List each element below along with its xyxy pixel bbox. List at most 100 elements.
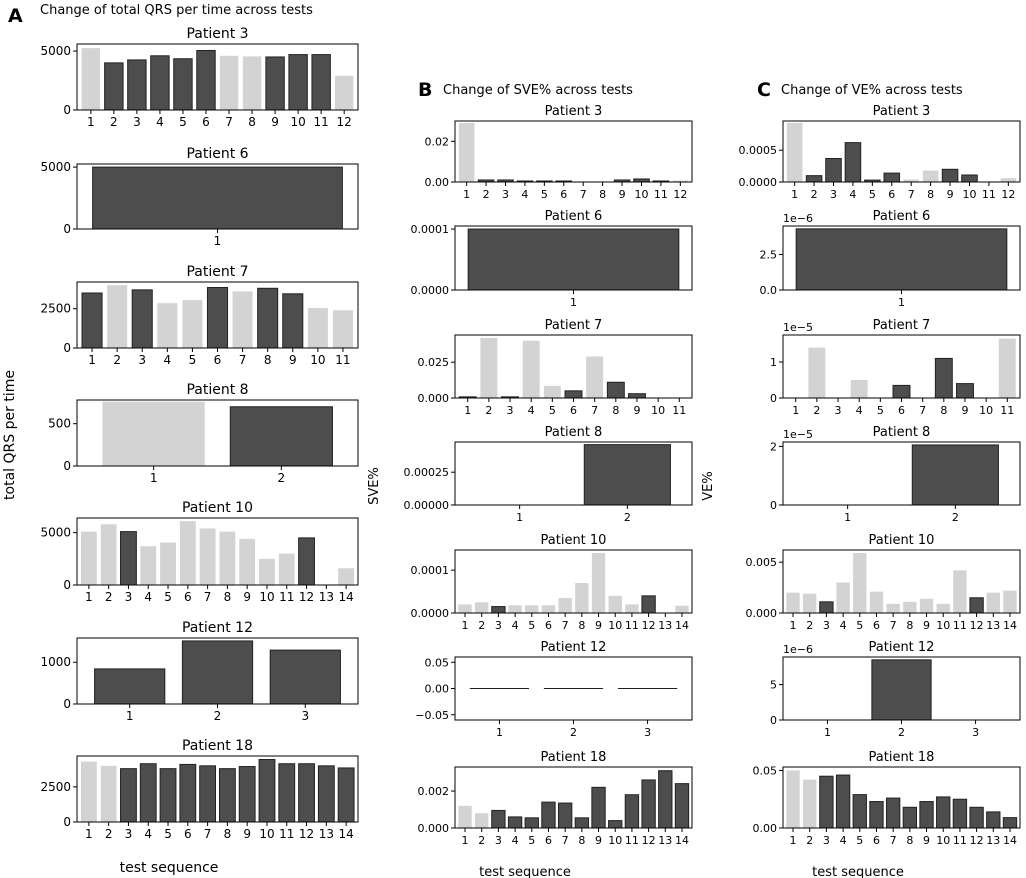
bar xyxy=(508,605,522,613)
x-tick-label: 9 xyxy=(633,404,640,417)
y-tick-label: 0.025 xyxy=(418,356,450,369)
x-tick-label: 4 xyxy=(521,188,528,201)
bar xyxy=(196,49,216,111)
bar xyxy=(199,765,217,823)
x-tick-label: 4 xyxy=(849,188,856,201)
bar xyxy=(80,531,97,585)
x-tick-label: 11 xyxy=(625,834,639,847)
bar xyxy=(934,357,953,399)
bar xyxy=(674,783,690,829)
plot-frame xyxy=(782,441,1021,506)
x-tick-label: 10 xyxy=(634,188,648,201)
x-tick-label: 4 xyxy=(856,404,863,417)
x-tick-label: 7 xyxy=(239,353,247,367)
bar xyxy=(181,640,254,705)
x-tick-label: 6 xyxy=(184,590,192,604)
x-tick-label: 5 xyxy=(877,404,884,417)
y-tick-label: 0.005 xyxy=(746,556,778,569)
x-tick-label: 7 xyxy=(580,188,587,201)
bar xyxy=(819,775,834,829)
chart-a-patient-6: Patient 6 0 5000 1 xyxy=(40,146,359,248)
bar xyxy=(803,593,817,613)
chart-b-patient-3: Patient 30.000.021 2 3 4 5 6 7 8 9 10 11 12 xyxy=(425,104,693,201)
axis-scale-label: 1e−5 xyxy=(783,321,813,334)
chart-b-patient-12: Patient 12 −0.05 0.00 0.05 1 2 3 xyxy=(415,640,693,739)
x-tick-label: 4 xyxy=(512,834,519,847)
bar xyxy=(218,768,236,823)
x-tick-label: 5 xyxy=(549,404,556,417)
x-tick-label: 8 xyxy=(224,590,232,604)
x-tick-label: 2 xyxy=(105,590,113,604)
x-tick-label: 5 xyxy=(856,619,863,632)
bar xyxy=(337,767,355,823)
chart-title: Patient 12 xyxy=(541,640,607,655)
chart-c-patient-18: Patient 180.000.051 2 3 4 5 6 7 8 9 10 11 12 13 14 xyxy=(753,750,1021,847)
x-tick-label: 6 xyxy=(570,404,577,417)
bar xyxy=(265,56,285,111)
x-tick-label: 12 xyxy=(299,590,314,604)
chart-title: Patient 10 xyxy=(869,533,935,548)
bar xyxy=(844,142,862,183)
x-tick-label: 13 xyxy=(658,619,672,632)
x-tick-label: 11 xyxy=(279,827,294,841)
bar xyxy=(100,524,117,585)
bar xyxy=(850,380,868,398)
bar xyxy=(922,170,939,182)
bar xyxy=(298,763,315,823)
bar xyxy=(157,303,178,348)
chart-a-patient-8: Patient 8 0 500 1 2 xyxy=(48,382,359,485)
x-tick-label: 7 xyxy=(591,404,598,417)
bar xyxy=(853,553,867,613)
y-tick-label: 2500 xyxy=(40,302,71,316)
axis-scale-label: 1e−6 xyxy=(783,643,813,656)
x-tick-label: 2 xyxy=(214,709,222,723)
bar xyxy=(564,390,583,399)
plot-frame xyxy=(454,120,693,183)
y-tick-label: 5000 xyxy=(40,526,71,540)
x-tick-label: 13 xyxy=(319,827,334,841)
x-tick-label: 6 xyxy=(560,188,567,201)
x-tick-label: 2 xyxy=(278,471,286,485)
bar xyxy=(475,602,489,613)
bar xyxy=(869,801,884,829)
y-tick-label: 0.0 xyxy=(760,284,778,297)
chart-title: Patient 18 xyxy=(182,738,253,754)
y-tick-label: 0 xyxy=(770,392,777,405)
y-tick-label: 0 xyxy=(63,222,71,236)
chart-title: Patient 7 xyxy=(545,318,603,333)
bar xyxy=(458,123,475,182)
x-tick-label: 5 xyxy=(164,590,172,604)
y-tick-label: 0.05 xyxy=(753,764,778,777)
bar xyxy=(557,802,573,829)
bar xyxy=(81,48,101,110)
bar xyxy=(491,809,506,829)
bar xyxy=(288,54,308,111)
x-tick-label: 6 xyxy=(214,353,222,367)
y-tick-label: 1 xyxy=(770,356,777,369)
y-tick-label: 0.0005 xyxy=(739,144,778,157)
x-tick-label: 6 xyxy=(545,834,552,847)
x-tick-label: 3 xyxy=(138,353,146,367)
y-tick-label: 5000 xyxy=(40,160,71,174)
ylabel-b: SVE% xyxy=(367,467,382,505)
x-tick-label: 7 xyxy=(890,619,897,632)
bar xyxy=(120,531,137,586)
x-tick-label: 5 xyxy=(179,115,187,129)
x-tick-label: 1 xyxy=(150,471,158,485)
bar xyxy=(919,801,934,829)
chart-b-patient-7: Patient 7 0.000 0.025 1 2 3 4 5 6 7 8 9 10 11 xyxy=(418,318,693,417)
bar xyxy=(956,383,974,399)
bar xyxy=(936,603,950,613)
chart-b-patient-8: Patient 8 0.00000 0.00025 1 2 xyxy=(404,425,693,524)
axis-scale-label: 1e−5 xyxy=(783,428,813,441)
bar xyxy=(836,582,850,613)
x-tick-label: 11 xyxy=(982,188,996,201)
chart-title: Patient 6 xyxy=(545,209,603,224)
y-tick-label: 2 xyxy=(770,440,777,453)
y-tick-label: 0 xyxy=(63,578,71,592)
x-tick-label: 8 xyxy=(612,404,619,417)
x-tick-label: 2 xyxy=(806,834,813,847)
